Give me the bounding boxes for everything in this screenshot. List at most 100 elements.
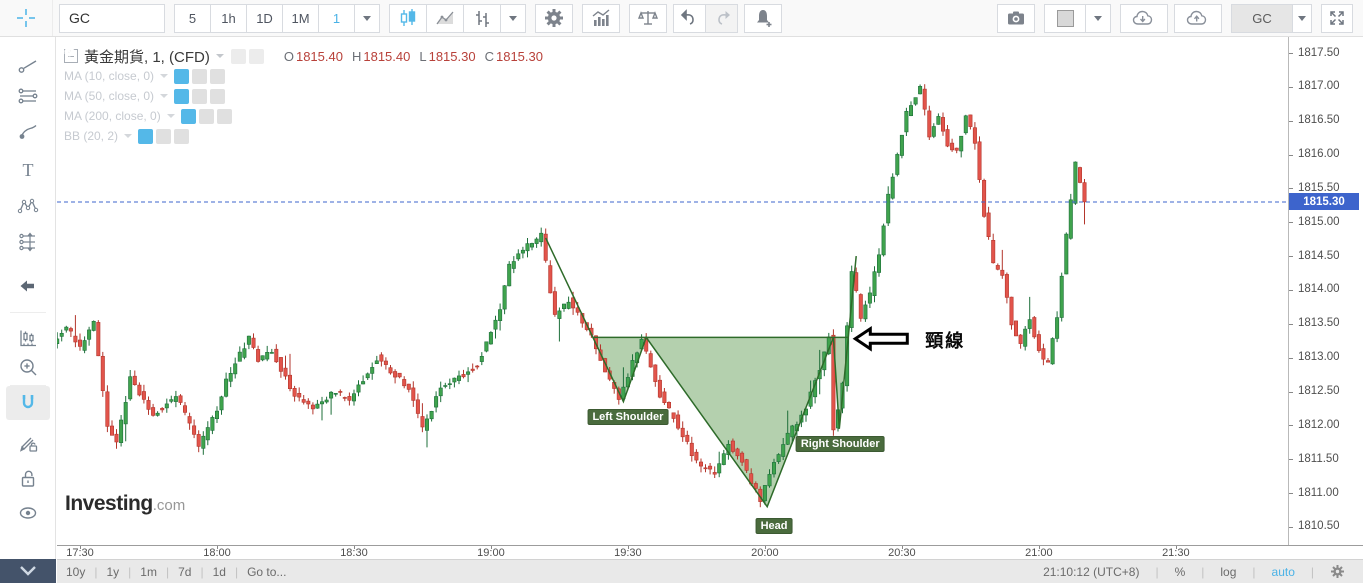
alert-button[interactable] — [744, 3, 782, 33]
zoom-in-tool[interactable] — [17, 356, 39, 378]
symbol-input[interactable]: GC — [59, 3, 165, 33]
legend-title-row: 黃金期貨, 1, (CFD) O 1815.40 H 1815.40 L 1815.30 C… — [64, 46, 543, 66]
indicator-visibility-button[interactable] — [64, 47, 190, 84]
indicator-settings-button[interactable] — [64, 46, 214, 124]
magnet-active-background — [6, 386, 50, 420]
chevron-down-icon[interactable] — [215, 54, 224, 58]
chevron-down-icon[interactable] — [124, 134, 133, 138]
indicator-remove-button[interactable] — [64, 46, 190, 144]
drawing-mode-lock-tool[interactable] — [17, 432, 39, 454]
range-button-1y[interactable]: 1y — [106, 564, 120, 579]
indicator-settings-button[interactable] — [64, 46, 208, 84]
indicator-visibility-button[interactable] — [64, 47, 190, 104]
layout-name-button[interactable]: GC — [1231, 3, 1293, 33]
ohlc-key: H — [351, 48, 362, 64]
xabcd-pattern-tool[interactable] — [17, 195, 39, 217]
fib-retracement-tool[interactable] — [17, 85, 39, 107]
interval-button-1D[interactable]: 1D — [246, 3, 283, 33]
divider: | — [94, 564, 98, 579]
trend-line-tool[interactable] — [17, 54, 39, 76]
bottom-bar-right: 21:10:12 (UTC+8) | % | log | auto | — [1035, 564, 1353, 579]
range-button-7d[interactable]: 7d — [178, 564, 192, 579]
text-tool[interactable]: T — [17, 159, 39, 181]
magnet-tool-active[interactable] — [17, 392, 39, 414]
time-tick-label: 18:30 — [340, 547, 368, 559]
price-tick-label: 1812.00 — [1298, 418, 1340, 431]
symbol-title: 黃金期貨, 1, (CFD) — [84, 48, 210, 66]
divider: | — [1252, 564, 1256, 579]
indicators-button[interactable] — [582, 3, 620, 33]
time-tick-label: 20:00 — [751, 547, 779, 559]
interval-button-1h[interactable]: 1h — [210, 3, 247, 33]
brush-tool[interactable] — [17, 121, 39, 143]
collapse-sidebar-button[interactable] — [0, 559, 56, 583]
axis-settings-button[interactable] — [1330, 564, 1345, 579]
chart-settings-button[interactable] — [535, 3, 573, 33]
indicator-settings-button[interactable] — [64, 46, 208, 104]
layout-name-dropdown[interactable] — [1292, 3, 1312, 33]
range-button-Goto[interactable]: Go to... — [247, 564, 287, 579]
interval-dropdown-button[interactable] — [354, 3, 380, 33]
compare-style-button[interactable] — [463, 3, 501, 33]
auto-scale-button[interactable]: auto — [1271, 564, 1295, 579]
symbol-settings-button[interactable] — [64, 46, 264, 64]
indicator-row: MA (50, close, 0) — [64, 46, 543, 106]
range-button-1m[interactable]: 1m — [140, 564, 157, 579]
bar-style-icon — [476, 11, 489, 27]
range-button-1d[interactable]: 1d — [212, 564, 226, 579]
redo-button[interactable] — [705, 3, 738, 33]
chart-panel[interactable]: Left Shoulder Head Right Shoulder 頸線 Invest… — [57, 36, 1288, 545]
chevron-down-icon[interactable] — [166, 114, 175, 118]
indicator-label: MA (200, close, 0) — [64, 109, 161, 123]
percent-scale-button[interactable]: % — [1174, 564, 1186, 579]
range-button-10y[interactable]: 10y — [66, 564, 86, 579]
chevron-down-icon[interactable] — [160, 74, 169, 78]
style-dropdown-button[interactable] — [500, 3, 526, 33]
undo-button[interactable] — [673, 3, 706, 33]
indicator-visibility-button[interactable] — [64, 47, 196, 124]
layout-grid-button[interactable] — [1044, 3, 1086, 33]
line-style-button[interactable] — [426, 3, 464, 33]
symbol-visibility-button[interactable] — [64, 47, 246, 64]
time-tick-label: 19:00 — [477, 547, 505, 559]
interval-button-5[interactable]: 5 — [174, 3, 211, 33]
neckline-annotation-text[interactable]: 頸線 — [925, 331, 966, 352]
compare-scales-button[interactable] — [629, 3, 667, 33]
pattern-label-right-shoulder[interactable]: Right Shoulder — [795, 436, 885, 453]
chevron-down-icon — [509, 15, 517, 21]
log-scale-button[interactable]: log — [1220, 564, 1237, 579]
price-tick-mark — [1289, 188, 1293, 190]
price-tick-mark — [1289, 154, 1293, 156]
layout-dropdown-button[interactable] — [1085, 3, 1111, 33]
drawing-tools-sidebar: T — [0, 36, 56, 559]
time-axis[interactable]: 17:30 18:00 18:30 19:00 19:30 20:00 20:30 21:00… — [57, 545, 1363, 560]
price-tick-mark — [1289, 459, 1293, 461]
price-axis[interactable]: 1817.50 1817.00 1816.50 1816.00 1815.50 1815.… — [1288, 36, 1363, 545]
hide-all-tool[interactable] — [17, 502, 39, 524]
prediction-tool[interactable] — [17, 231, 39, 253]
screenshot-button[interactable] — [997, 3, 1035, 33]
fullscreen-button[interactable] — [1321, 3, 1353, 33]
investing-watermark: Investing.com — [65, 492, 185, 516]
chart-legend: 黃金期貨, 1, (CFD) O 1815.40 H 1815.40 L 1815.30 C… — [64, 46, 543, 146]
close-icon — [64, 46, 73, 55]
candlestick-style-button[interactable] — [389, 3, 427, 33]
crosshair-tool-button[interactable] — [0, 0, 53, 36]
candlestick-chart[interactable] — [57, 36, 1288, 545]
interval-button-active[interactable]: 1 — [318, 3, 355, 33]
load-layout-button[interactable] — [1120, 3, 1168, 33]
indicator-settings-button[interactable] — [64, 46, 172, 144]
pattern-label-left-shoulder[interactable]: Left Shoulder — [587, 409, 669, 426]
indicator-remove-button[interactable] — [64, 46, 226, 84]
bars-pattern-tool[interactable] — [17, 327, 39, 349]
save-layout-button[interactable] — [1174, 3, 1222, 33]
lock-all-tool[interactable] — [17, 467, 39, 489]
back-arrow-icon[interactable] — [17, 275, 39, 297]
pattern-label-head[interactable]: Head — [755, 517, 793, 534]
indicator-remove-button[interactable] — [64, 46, 232, 124]
chevron-down-icon[interactable] — [160, 94, 169, 98]
indicator-remove-button[interactable] — [64, 46, 226, 104]
interval-button-1M[interactable]: 1M — [282, 3, 319, 33]
clock-label: 21:10:12 (UTC+8) — [1043, 564, 1140, 579]
indicator-visibility-button[interactable] — [64, 47, 154, 144]
